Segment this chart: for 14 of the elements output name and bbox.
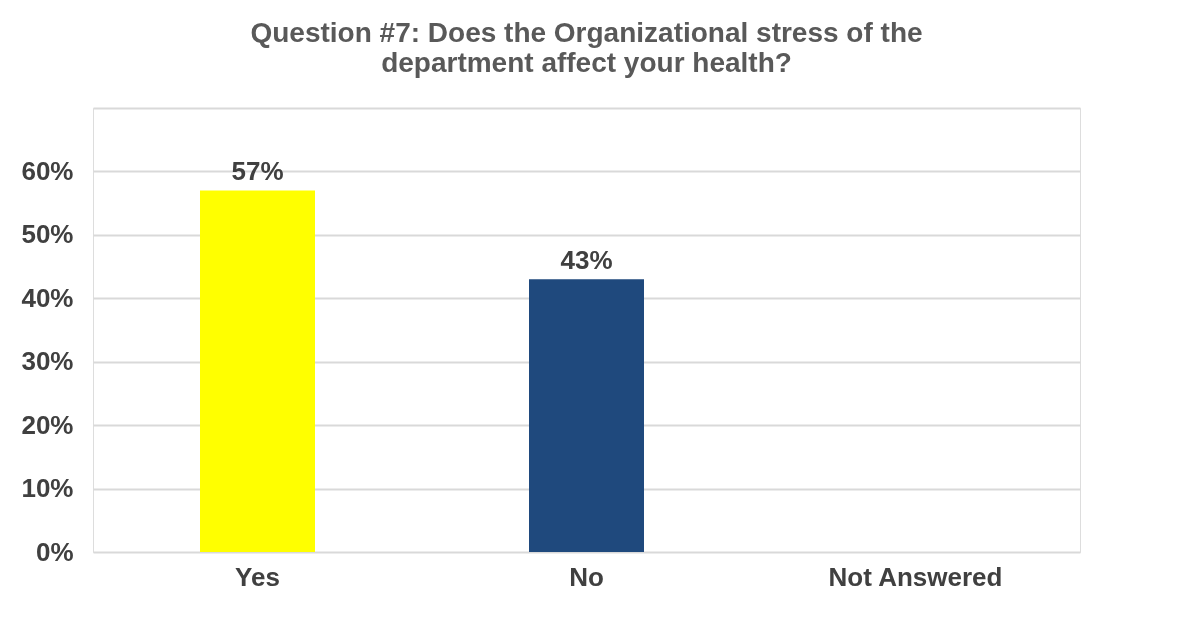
y-tick-label: 20% (21, 409, 74, 440)
data-label: 43% (560, 245, 613, 276)
text: department affect your health? (381, 47, 792, 78)
y-tick-label: 40% (21, 282, 74, 313)
y-tick-label: 10% (21, 473, 74, 504)
text: Question #7: Does the Organizational stress of the (250, 17, 923, 48)
data-label: 57% (231, 156, 284, 187)
y-tick-label: 30% (21, 346, 74, 377)
y-tick-label: 0% (35, 536, 74, 567)
y-tick-label: 60% (21, 155, 74, 186)
y-tick-label: 50% (21, 219, 74, 250)
x-tick-label: No (569, 561, 604, 592)
x-tick-label: Yes (235, 561, 280, 592)
x-tick-label: Not Answered (828, 561, 1003, 592)
